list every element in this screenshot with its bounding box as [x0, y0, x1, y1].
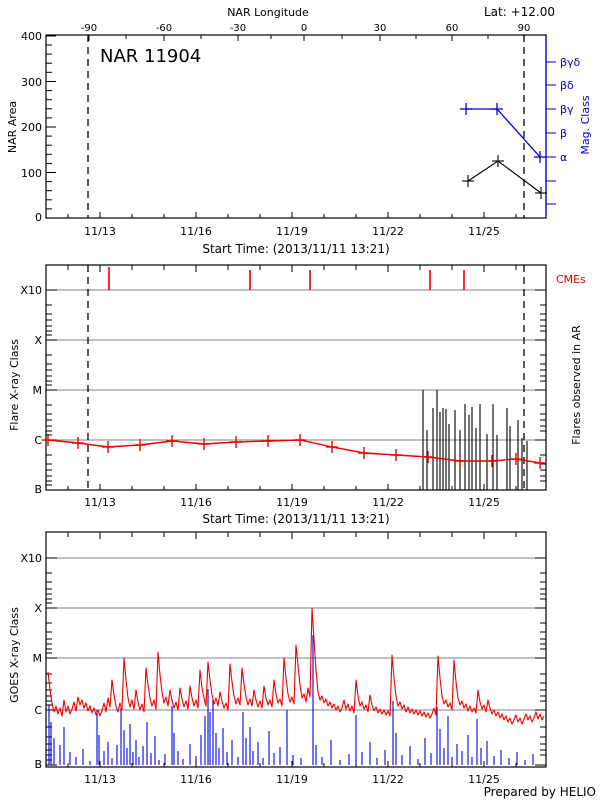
xt-1119: 11/19 — [276, 225, 308, 238]
mxt-1125: 11/25 — [468, 496, 500, 509]
bottom-x-axis: 11/13 11/16 11/19 11/22 11/25 — [67, 761, 517, 786]
lon-tick-m60: -60 — [156, 23, 172, 34]
byt-x10: X10 — [20, 552, 42, 565]
mag-class-b: β — [560, 127, 567, 140]
myt-m: M — [33, 384, 43, 397]
lon-tick-m90: -90 — [81, 23, 97, 34]
byt-c: C — [34, 704, 42, 717]
bxt-1113: 11/13 — [84, 773, 116, 786]
yt-100: 100 — [21, 167, 42, 180]
bxt-1116: 11/16 — [180, 773, 212, 786]
middle-right-axis-label: Flares observed in AR — [570, 325, 583, 445]
yt-200: 200 — [21, 121, 42, 134]
cmes-label: CMEs — [556, 273, 586, 286]
bottom-y-axis-label: GOES X-ray Class — [8, 607, 21, 703]
lon-tick-30: 30 — [374, 23, 387, 34]
bottom-panel: X10 X M C B — [8, 531, 596, 799]
yt-300: 300 — [21, 76, 42, 89]
nar-area-series — [462, 155, 547, 199]
top-y-axis-label: NAR Area — [6, 101, 19, 153]
mxt-1119: 11/19 — [276, 496, 308, 509]
myt-x: X — [34, 334, 42, 347]
lon-tick-60: 60 — [446, 23, 459, 34]
ar-flare-spikes — [422, 390, 528, 490]
myt-x10: X10 — [20, 284, 42, 297]
myt-c: C — [34, 434, 42, 447]
top-panel: NAR Longitude Lat: +12.00 -90 -60 -30 0 … — [6, 5, 592, 256]
top-x-axis-label: Start Time: (2013/11/11 13:21) — [202, 242, 389, 256]
bottom-y-axis: X10 X M C B — [20, 552, 57, 771]
yt-0: 0 — [35, 211, 42, 224]
top-longitude-ticks: -90 -60 -30 0 30 60 90 — [81, 23, 531, 41]
xt-1122: 11/22 — [372, 225, 404, 238]
goes-flux-curve — [47, 607, 545, 725]
middle-right-ticks — [535, 289, 546, 491]
middle-y-axis-label: Flare X-ray Class — [8, 339, 21, 431]
mag-class-bg: βγ — [560, 103, 574, 116]
prepared-by-label: Prepared by HELIO — [484, 785, 596, 799]
lon-tick-m30: -30 — [230, 23, 246, 34]
cme-markers — [108, 267, 465, 290]
mag-class-bd: βδ — [560, 79, 574, 92]
bottom-right-ticks — [535, 557, 546, 766]
latitude-label: Lat: +12.00 — [484, 5, 555, 19]
lon-tick-90: 90 — [518, 23, 531, 34]
mxt-1113: 11/13 — [84, 496, 116, 509]
mag-class-bgd: βγδ — [560, 56, 581, 69]
goes-flare-impulses — [48, 635, 534, 765]
bxt-1122: 11/22 — [372, 773, 404, 786]
top-y-axis: 400 300 200 100 0 — [21, 30, 56, 224]
bxt-1119: 11/19 — [276, 773, 308, 786]
bottom-top-ticks — [67, 532, 517, 539]
byt-x: X — [34, 602, 42, 615]
byt-b: B — [34, 758, 42, 771]
myt-b: B — [34, 483, 42, 496]
middle-x-axis: 11/13 11/16 11/19 11/22 11/25 — [67, 484, 517, 509]
xt-1125: 11/25 — [468, 225, 500, 238]
byt-m: M — [33, 652, 43, 665]
mag-class-axis-label: Mag. Class — [579, 95, 592, 154]
bxt-1125: 11/25 — [468, 773, 500, 786]
middle-top-ticks — [67, 265, 517, 272]
yt-400: 400 — [21, 30, 42, 43]
middle-panel: X10 X M C B — [8, 264, 586, 526]
region-title: NAR 11904 — [100, 46, 201, 67]
top-axis-title: NAR Longitude — [227, 6, 309, 19]
lon-tick-0: 0 — [301, 23, 307, 34]
mag-class-series — [460, 103, 546, 163]
mag-class-a: α — [560, 151, 567, 164]
middle-x-axis-label: Start Time: (2013/11/11 13:21) — [202, 512, 389, 526]
mxt-1122: 11/22 — [372, 496, 404, 509]
middle-y-axis: X10 X M C B — [20, 284, 57, 496]
mxt-1116: 11/16 — [180, 496, 212, 509]
top-x-axis: 11/13 11/16 11/19 11/22 11/25 — [67, 212, 517, 238]
xt-1116: 11/16 — [180, 225, 212, 238]
flare-background-trend — [42, 434, 546, 469]
xt-1113: 11/13 — [84, 225, 116, 238]
mag-class-axis: βγδ βδ βγ β α Mag. Class — [546, 56, 592, 205]
